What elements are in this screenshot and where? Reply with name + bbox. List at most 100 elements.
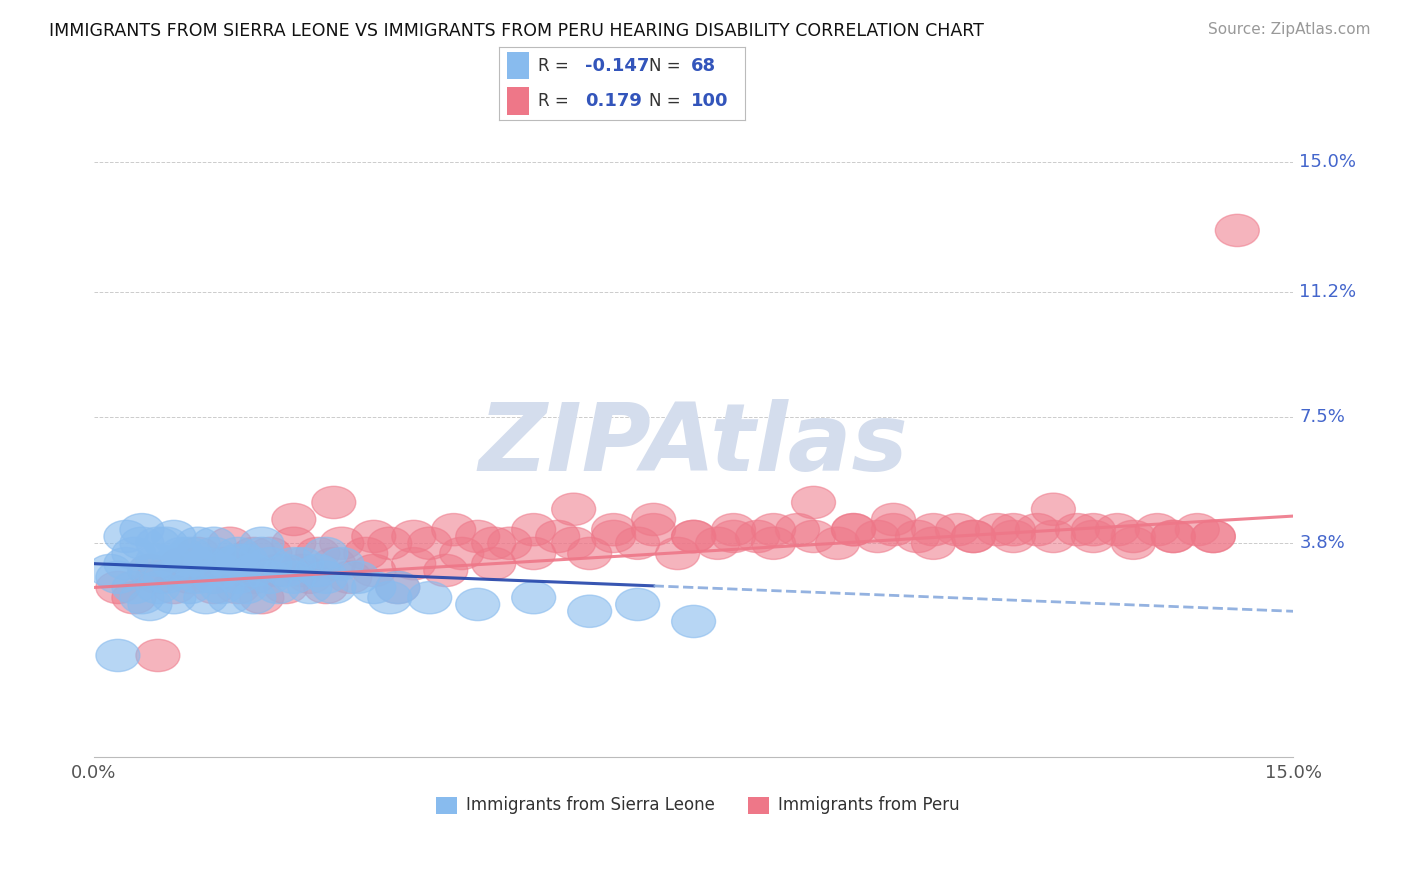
Ellipse shape: [872, 514, 915, 546]
Ellipse shape: [896, 520, 939, 553]
Ellipse shape: [120, 514, 165, 546]
Text: Immigrants from Sierra Leone: Immigrants from Sierra Leone: [465, 796, 714, 814]
Ellipse shape: [136, 561, 180, 593]
Ellipse shape: [176, 561, 219, 593]
Ellipse shape: [1191, 520, 1236, 553]
Ellipse shape: [128, 554, 172, 587]
Ellipse shape: [217, 561, 260, 593]
Ellipse shape: [472, 548, 516, 580]
Ellipse shape: [1111, 520, 1156, 553]
Ellipse shape: [991, 520, 1035, 553]
Ellipse shape: [1175, 514, 1219, 546]
Text: 0.179: 0.179: [585, 93, 643, 111]
Ellipse shape: [536, 520, 579, 553]
Ellipse shape: [120, 527, 165, 559]
Ellipse shape: [1056, 514, 1099, 546]
Ellipse shape: [160, 537, 204, 570]
Ellipse shape: [352, 571, 395, 604]
Ellipse shape: [1071, 514, 1115, 546]
Ellipse shape: [512, 582, 555, 614]
Ellipse shape: [288, 571, 332, 604]
Ellipse shape: [440, 537, 484, 570]
Ellipse shape: [551, 527, 596, 559]
Ellipse shape: [128, 589, 172, 621]
Text: R =: R =: [538, 93, 569, 111]
Ellipse shape: [375, 571, 420, 604]
Ellipse shape: [1032, 493, 1076, 525]
Ellipse shape: [911, 527, 956, 559]
Ellipse shape: [1152, 520, 1195, 553]
Ellipse shape: [184, 582, 228, 614]
Text: 68: 68: [692, 57, 716, 75]
Ellipse shape: [1015, 514, 1059, 546]
Text: Source: ZipAtlas.com: Source: ZipAtlas.com: [1208, 22, 1371, 37]
Bar: [748, 797, 769, 814]
Ellipse shape: [792, 520, 835, 553]
Ellipse shape: [1152, 520, 1195, 553]
Ellipse shape: [184, 548, 228, 580]
Ellipse shape: [240, 582, 284, 614]
Text: 3.8%: 3.8%: [1299, 534, 1346, 552]
Ellipse shape: [104, 548, 148, 580]
Ellipse shape: [271, 548, 316, 580]
Ellipse shape: [872, 503, 915, 535]
Ellipse shape: [143, 561, 188, 593]
Ellipse shape: [319, 548, 364, 580]
Ellipse shape: [288, 561, 332, 593]
Ellipse shape: [672, 520, 716, 553]
Text: R =: R =: [538, 57, 569, 75]
Ellipse shape: [271, 561, 316, 593]
Bar: [506, 52, 529, 79]
Ellipse shape: [512, 514, 555, 546]
Ellipse shape: [752, 527, 796, 559]
Ellipse shape: [167, 544, 212, 576]
Ellipse shape: [200, 554, 243, 587]
Text: N =: N =: [650, 57, 681, 75]
Ellipse shape: [232, 537, 276, 570]
Ellipse shape: [191, 561, 236, 593]
Ellipse shape: [423, 554, 468, 587]
Ellipse shape: [247, 561, 292, 593]
Ellipse shape: [336, 561, 380, 593]
Ellipse shape: [831, 514, 876, 546]
Ellipse shape: [392, 520, 436, 553]
Ellipse shape: [1071, 520, 1115, 553]
Ellipse shape: [208, 548, 252, 580]
Ellipse shape: [167, 571, 212, 604]
Ellipse shape: [631, 514, 676, 546]
Ellipse shape: [264, 571, 308, 604]
Ellipse shape: [991, 514, 1035, 546]
Ellipse shape: [1032, 520, 1076, 553]
Ellipse shape: [191, 537, 236, 570]
Ellipse shape: [232, 582, 276, 614]
Ellipse shape: [176, 537, 219, 570]
Ellipse shape: [368, 527, 412, 559]
Ellipse shape: [855, 520, 900, 553]
Ellipse shape: [120, 582, 165, 614]
Ellipse shape: [96, 561, 141, 593]
Ellipse shape: [280, 554, 323, 587]
Ellipse shape: [655, 537, 700, 570]
Ellipse shape: [815, 527, 859, 559]
Ellipse shape: [264, 554, 308, 587]
Ellipse shape: [96, 640, 141, 672]
Ellipse shape: [152, 520, 195, 553]
Ellipse shape: [456, 589, 499, 621]
Ellipse shape: [392, 548, 436, 580]
Ellipse shape: [96, 571, 141, 604]
Ellipse shape: [408, 527, 451, 559]
Text: 7.5%: 7.5%: [1299, 409, 1346, 426]
Ellipse shape: [240, 537, 284, 570]
Ellipse shape: [304, 571, 347, 604]
Ellipse shape: [152, 582, 195, 614]
Ellipse shape: [1095, 514, 1139, 546]
Ellipse shape: [152, 571, 195, 604]
Text: 11.2%: 11.2%: [1299, 283, 1357, 301]
Ellipse shape: [256, 554, 299, 587]
Ellipse shape: [368, 582, 412, 614]
Ellipse shape: [160, 548, 204, 580]
Ellipse shape: [1215, 214, 1260, 246]
Ellipse shape: [432, 514, 475, 546]
Ellipse shape: [232, 561, 276, 593]
Ellipse shape: [472, 527, 516, 559]
